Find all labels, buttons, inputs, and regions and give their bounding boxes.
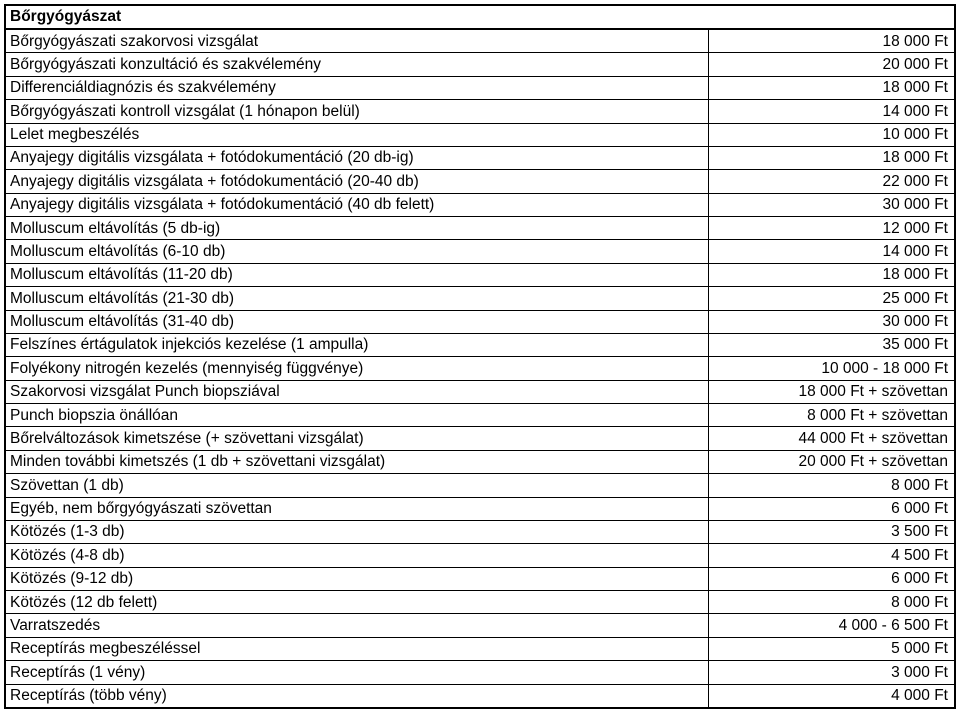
service-cell: Kötözés (9-12 db) — [6, 567, 709, 590]
service-cell: Receptírás (több vény) — [6, 684, 709, 707]
service-cell: Molluscum eltávolítás (31-40 db) — [6, 310, 709, 333]
service-cell: Minden további kimetszés (1 db + szövett… — [6, 450, 709, 473]
service-cell: Molluscum eltávolítás (5 db-ig) — [6, 217, 709, 240]
table-row: Szakorvosi vizsgálat Punch biopsziával18… — [6, 380, 954, 403]
price-cell: 6 000 Ft — [709, 567, 955, 590]
table-row: Bőrgyógyászati szakorvosi vizsgálat18 00… — [6, 29, 954, 53]
table-row: Receptírás (1 vény)3 000 Ft — [6, 661, 954, 684]
price-cell: 18 000 Ft — [709, 76, 955, 99]
price-cell: 4 000 - 6 500 Ft — [709, 614, 955, 637]
service-cell: Anyajegy digitális vizsgálata + fotódoku… — [6, 170, 709, 193]
table-title: Bőrgyógyászat — [6, 6, 954, 29]
service-cell: Bőrgyógyászati konzultáció és szakvélemé… — [6, 53, 709, 76]
table-row: Minden további kimetszés (1 db + szövett… — [6, 450, 954, 473]
table-row: Bőrgyógyászati kontroll vizsgálat (1 hón… — [6, 100, 954, 123]
price-cell: 20 000 Ft + szövettan — [709, 450, 955, 473]
table-row: Anyajegy digitális vizsgálata + fotódoku… — [6, 146, 954, 169]
price-cell: 8 000 Ft — [709, 474, 955, 497]
service-cell: Lelet megbeszélés — [6, 123, 709, 146]
service-cell: Bőrelváltozások kimetszése (+ szövettani… — [6, 427, 709, 450]
table-row: Molluscum eltávolítás (6-10 db)14 000 Ft — [6, 240, 954, 263]
table-row: Differenciáldiagnózis és szakvélemény18 … — [6, 76, 954, 99]
service-cell: Kötözés (12 db felett) — [6, 591, 709, 614]
table-row: Punch biopszia önállóan8 000 Ft + szövet… — [6, 404, 954, 427]
price-cell: 8 000 Ft + szövettan — [709, 404, 955, 427]
service-cell: Kötözés (1-3 db) — [6, 520, 709, 543]
table-row: Felszínes értágulatok injekciós kezelése… — [6, 333, 954, 356]
table-row: Molluscum eltávolítás (31-40 db)30 000 F… — [6, 310, 954, 333]
price-cell: 30 000 Ft — [709, 193, 955, 216]
table-row: Receptírás (több vény)4 000 Ft — [6, 684, 954, 707]
service-cell: Varratszedés — [6, 614, 709, 637]
table-row: Kötözés (9-12 db)6 000 Ft — [6, 567, 954, 590]
price-cell: 18 000 Ft — [709, 29, 955, 53]
table-row: Lelet megbeszélés10 000 Ft — [6, 123, 954, 146]
service-cell: Molluscum eltávolítás (11-20 db) — [6, 263, 709, 286]
service-cell: Molluscum eltávolítás (6-10 db) — [6, 240, 709, 263]
service-cell: Anyajegy digitális vizsgálata + fotódoku… — [6, 193, 709, 216]
price-cell: 10 000 Ft — [709, 123, 955, 146]
service-cell: Kötözés (4-8 db) — [6, 544, 709, 567]
price-cell: 25 000 Ft — [709, 287, 955, 310]
service-cell: Bőrgyógyászati kontroll vizsgálat (1 hón… — [6, 100, 709, 123]
table-row: Szövettan (1 db)8 000 Ft — [6, 474, 954, 497]
price-table: Bőrgyógyászat Bőrgyógyászati szakorvosi … — [6, 6, 954, 708]
price-cell: 3 000 Ft — [709, 661, 955, 684]
price-cell: 18 000 Ft — [709, 263, 955, 286]
price-cell: 20 000 Ft — [709, 53, 955, 76]
table-row: Bőrelváltozások kimetszése (+ szövettani… — [6, 427, 954, 450]
price-cell: 12 000 Ft — [709, 217, 955, 240]
service-cell: Anyajegy digitális vizsgálata + fotódoku… — [6, 146, 709, 169]
service-cell: Receptírás megbeszéléssel — [6, 637, 709, 660]
price-cell: 30 000 Ft — [709, 310, 955, 333]
price-cell: 8 000 Ft — [709, 591, 955, 614]
price-cell: 35 000 Ft — [709, 333, 955, 356]
table-row: Folyékony nitrogén kezelés (mennyiség fü… — [6, 357, 954, 380]
price-cell: 22 000 Ft — [709, 170, 955, 193]
price-cell: 4 500 Ft — [709, 544, 955, 567]
price-cell: 14 000 Ft — [709, 240, 955, 263]
price-cell: 18 000 Ft + szövettan — [709, 380, 955, 403]
price-cell: 10 000 - 18 000 Ft — [709, 357, 955, 380]
table-row: Kötözés (12 db felett)8 000 Ft — [6, 591, 954, 614]
table-row: Anyajegy digitális vizsgálata + fotódoku… — [6, 193, 954, 216]
table-row: Molluscum eltávolítás (21-30 db)25 000 F… — [6, 287, 954, 310]
table-row: Egyéb, nem bőrgyógyászati szövettan6 000… — [6, 497, 954, 520]
table-row: Molluscum eltávolítás (11-20 db)18 000 F… — [6, 263, 954, 286]
service-cell: Differenciáldiagnózis és szakvélemény — [6, 76, 709, 99]
price-cell: 6 000 Ft — [709, 497, 955, 520]
service-cell: Receptírás (1 vény) — [6, 661, 709, 684]
service-cell: Szövettan (1 db) — [6, 474, 709, 497]
service-cell: Bőrgyógyászati szakorvosi vizsgálat — [6, 29, 709, 53]
service-cell: Felszínes értágulatok injekciós kezelése… — [6, 333, 709, 356]
price-table-container: Bőrgyógyászat Bőrgyógyászati szakorvosi … — [4, 4, 956, 709]
table-row: Bőrgyógyászati konzultáció és szakvélemé… — [6, 53, 954, 76]
price-cell: 14 000 Ft — [709, 100, 955, 123]
service-cell: Egyéb, nem bőrgyógyászati szövettan — [6, 497, 709, 520]
price-cell: 18 000 Ft — [709, 146, 955, 169]
price-cell: 4 000 Ft — [709, 684, 955, 707]
table-row: Varratszedés4 000 - 6 500 Ft — [6, 614, 954, 637]
price-cell: 5 000 Ft — [709, 637, 955, 660]
price-cell: 3 500 Ft — [709, 520, 955, 543]
service-cell: Molluscum eltávolítás (21-30 db) — [6, 287, 709, 310]
table-row: Kötözés (1-3 db)3 500 Ft — [6, 520, 954, 543]
table-row: Kötözés (4-8 db)4 500 Ft — [6, 544, 954, 567]
price-cell: 44 000 Ft + szövettan — [709, 427, 955, 450]
table-row: Receptírás megbeszéléssel5 000 Ft — [6, 637, 954, 660]
table-row: Anyajegy digitális vizsgálata + fotódoku… — [6, 170, 954, 193]
service-cell: Punch biopszia önállóan — [6, 404, 709, 427]
table-row: Molluscum eltávolítás (5 db-ig)12 000 Ft — [6, 217, 954, 240]
service-cell: Szakorvosi vizsgálat Punch biopsziával — [6, 380, 709, 403]
service-cell: Folyékony nitrogén kezelés (mennyiség fü… — [6, 357, 709, 380]
